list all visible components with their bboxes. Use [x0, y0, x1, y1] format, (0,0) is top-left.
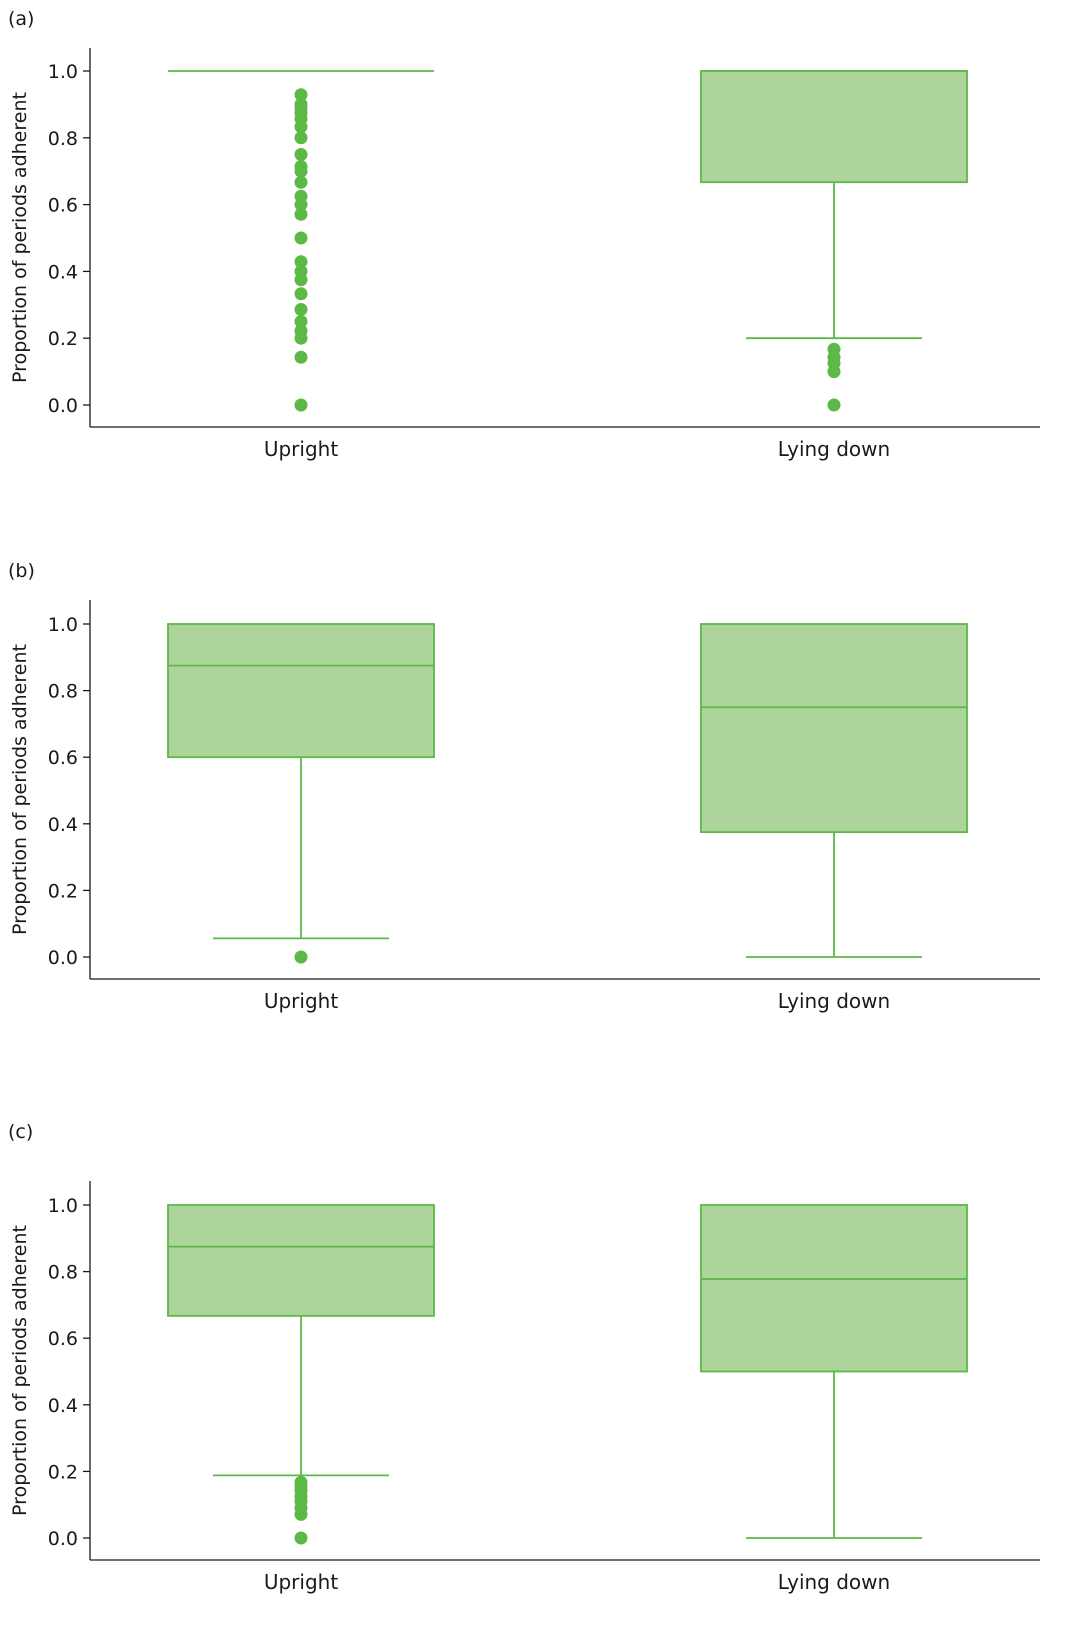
x-category-label: Lying down — [778, 1570, 890, 1594]
outlier-point — [294, 148, 308, 161]
panel-label: (c) — [8, 1121, 33, 1143]
y-tick-label: 0.2 — [48, 1461, 78, 1483]
x-category-label: Upright — [264, 1570, 338, 1594]
outlier-point — [827, 398, 841, 412]
panel-label: (b) — [8, 560, 35, 582]
outlier-point — [294, 189, 308, 203]
y-tick-label: 1.0 — [48, 61, 78, 83]
y-tick-label: 0.6 — [48, 195, 78, 217]
chart-panel-1: (a) 0.0 0.2 0.4 0.6 0.8 1.0 Proportion of perio… — [8, 8, 1040, 461]
outlier-point — [294, 287, 308, 301]
outlier-point — [294, 324, 308, 338]
outlier-point — [294, 97, 308, 111]
x-category-label: Upright — [264, 437, 338, 461]
y-tick-label: 0.6 — [48, 747, 78, 769]
outlier-point — [294, 131, 308, 145]
chart-panel-3: (c) 0.0 0.2 0.4 0.6 0.8 1.0 Proportion of perio… — [8, 1121, 1040, 1594]
outlier-point — [294, 264, 308, 278]
y-tick-label: 0.4 — [48, 1395, 78, 1417]
y-tick-label: 0.2 — [48, 880, 78, 902]
outlier-point — [294, 175, 308, 189]
box-iqr — [700, 1204, 968, 1373]
outlier-point — [294, 255, 308, 269]
y-tick-label: 0.8 — [48, 1262, 78, 1284]
y-tick-label: 0.4 — [48, 261, 78, 283]
outlier-point — [827, 342, 841, 356]
outlier-point — [294, 350, 308, 364]
outlier-point — [294, 160, 308, 174]
outlier-point — [294, 231, 308, 245]
x-category-label: Upright — [264, 989, 338, 1013]
y-tick-label: 0.6 — [48, 1328, 78, 1350]
box-iqr — [167, 1204, 435, 1317]
box-iqr — [700, 70, 968, 184]
x-category-label: Lying down — [778, 989, 890, 1013]
box-iqr — [700, 623, 968, 834]
y-axis-title: Proportion of periods adherent — [9, 644, 31, 935]
y-axis-title: Proportion of periods adherent — [9, 1225, 31, 1516]
y-tick-label: 0.0 — [48, 1528, 78, 1550]
y-tick-label: 0.2 — [48, 328, 78, 350]
chart-panel-2: (b) 0.0 0.2 0.4 0.6 0.8 1.0 Proportion of perio… — [8, 560, 1040, 1013]
outlier-point — [294, 315, 308, 328]
outlier-point — [294, 207, 308, 221]
y-tick-label: 1.0 — [48, 1195, 78, 1217]
y-tick-label: 0.0 — [48, 395, 78, 417]
outlier-point — [294, 302, 308, 316]
y-tick-label: 1.0 — [48, 614, 78, 636]
y-tick-label: 0.4 — [48, 814, 78, 836]
box-iqr — [167, 623, 435, 759]
panel-label: (a) — [8, 8, 34, 30]
outlier-point — [294, 950, 308, 964]
y-tick-label: 0.8 — [48, 681, 78, 703]
y-tick-label: 0.0 — [48, 947, 78, 969]
outlier-point — [294, 398, 308, 412]
outlier-point — [294, 88, 308, 102]
y-tick-label: 0.8 — [48, 128, 78, 150]
y-axis-title: Proportion of periods adherent — [9, 92, 31, 383]
x-category-label: Lying down — [778, 437, 890, 461]
outlier-point — [294, 1475, 308, 1489]
outlier-point — [294, 1531, 308, 1545]
